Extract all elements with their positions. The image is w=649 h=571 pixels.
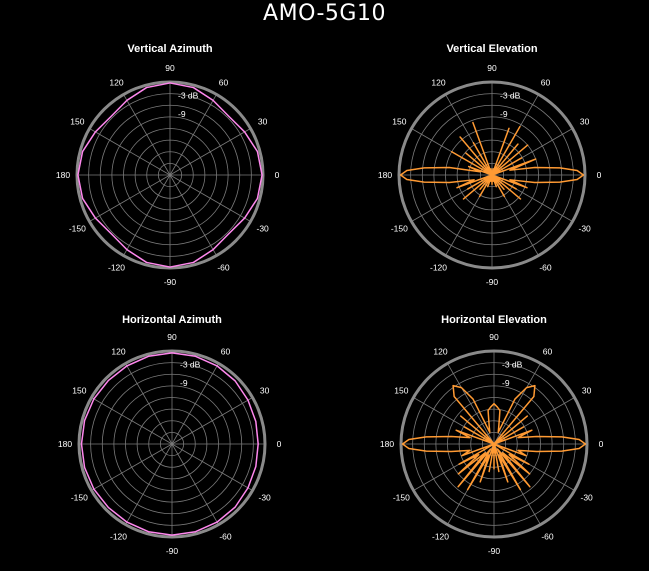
page-title: AMO-5G10 xyxy=(263,1,386,26)
angle-label: 60 xyxy=(221,346,231,356)
grid-spoke xyxy=(447,363,495,445)
db-label: -9 xyxy=(500,109,508,119)
angle-label: 120 xyxy=(111,346,125,356)
chart-vertical-elevation: Vertical Elevation -3 dB -9 90 60 30 0 -30 -60 -9… xyxy=(378,43,602,287)
chart-title: Vertical Azimuth xyxy=(127,43,212,55)
grid-spoke xyxy=(169,174,251,222)
angle-label: 0 xyxy=(597,170,602,180)
angle-label: 60 xyxy=(219,77,229,87)
outer-ring xyxy=(75,80,265,270)
angle-label: 120 xyxy=(109,77,123,87)
chart-vertical-azimuth: Vertical Azimuth -3 dB -9 90 60 30 0 -30 -60 -90 -… xyxy=(56,43,280,287)
radiation-pattern-trace xyxy=(399,121,585,200)
angle-label: 30 xyxy=(580,117,590,127)
angle-label: 150 xyxy=(392,117,406,127)
db-label: -3 dB xyxy=(502,359,523,369)
db-label: -3 dB xyxy=(180,359,201,369)
db-label: -9 xyxy=(178,109,186,119)
grid-spoke xyxy=(91,443,173,491)
angle-label: -30 xyxy=(259,493,272,503)
grid-spoke xyxy=(125,363,173,445)
angle-label: -90 xyxy=(164,277,177,287)
angle-label: -30 xyxy=(257,224,270,234)
angle-label: 90 xyxy=(487,63,497,73)
angle-label: 0 xyxy=(277,439,282,449)
grid-spoke xyxy=(169,94,217,176)
db-label: -9 xyxy=(180,378,188,388)
grid-spoke xyxy=(125,443,173,525)
db-label: -3 dB xyxy=(178,90,199,100)
angle-label: 30 xyxy=(582,386,592,396)
grid-spoke xyxy=(169,174,217,256)
angle-label: -150 xyxy=(71,493,88,503)
angle-label: -60 xyxy=(219,532,232,542)
db-label: -3 dB xyxy=(500,90,521,100)
angle-label: 90 xyxy=(167,332,177,342)
grid-spoke xyxy=(123,94,171,176)
angle-label: 30 xyxy=(260,386,270,396)
angle-label: -120 xyxy=(430,263,447,273)
angle-label: 0 xyxy=(599,439,604,449)
chart-title: Horizontal Elevation xyxy=(441,314,547,326)
outer-ring xyxy=(397,80,587,270)
chart-horizontal-azimuth: Horizontal Azimuth -3 dB -9 90 60 30 0 -30 -60 -9… xyxy=(58,314,282,556)
angle-label: -150 xyxy=(391,224,408,234)
angle-label: 90 xyxy=(165,63,175,73)
angle-label: 120 xyxy=(431,77,445,87)
angle-label: -150 xyxy=(69,224,86,234)
outer-ring xyxy=(77,349,267,539)
angle-label: -30 xyxy=(581,493,594,503)
chart-title: Vertical Elevation xyxy=(446,43,537,55)
angle-label: -120 xyxy=(432,532,449,542)
angle-label: -30 xyxy=(579,224,592,234)
grid-spoke xyxy=(171,363,219,445)
db-label: -9 xyxy=(502,378,510,388)
angle-label: -120 xyxy=(108,263,125,273)
angle-label: 60 xyxy=(543,346,553,356)
angle-label: 150 xyxy=(70,117,84,127)
angle-label: -90 xyxy=(166,546,179,556)
outer-ring xyxy=(399,349,589,539)
angle-label: 150 xyxy=(394,386,408,396)
angle-label: 180 xyxy=(378,170,392,180)
angle-label: 90 xyxy=(489,332,499,342)
grid-spoke xyxy=(89,174,171,222)
angle-label: 180 xyxy=(58,439,72,449)
angle-label: 120 xyxy=(433,346,447,356)
grid-spoke xyxy=(169,128,251,176)
angle-label: 0 xyxy=(275,170,280,180)
grid-spoke xyxy=(493,363,541,445)
angle-label: 150 xyxy=(72,386,86,396)
angle-label: 180 xyxy=(56,170,70,180)
grid-spoke xyxy=(89,128,171,176)
angle-label: -90 xyxy=(486,277,499,287)
grid-spoke xyxy=(171,443,219,525)
angle-label: -150 xyxy=(393,493,410,503)
grid-spoke xyxy=(171,443,253,491)
angle-label: 180 xyxy=(380,439,394,449)
grid-spoke xyxy=(123,174,171,256)
chart-horizontal-elevation: Horizontal Elevation -3 dB -9 90 60 30 0 -30 -60… xyxy=(380,314,604,556)
angle-label: 30 xyxy=(258,117,268,127)
angle-label: 60 xyxy=(541,77,551,87)
angle-label: -60 xyxy=(541,532,554,542)
angle-label: -60 xyxy=(217,263,230,273)
angle-label: -60 xyxy=(539,263,552,273)
grid-spoke xyxy=(91,397,173,445)
grid-spoke xyxy=(171,397,253,445)
radiation-pattern-trace xyxy=(80,352,259,536)
angle-label: -120 xyxy=(110,532,127,542)
angle-label: -90 xyxy=(488,546,501,556)
radiation-pattern-trace xyxy=(77,82,263,268)
radiation-pattern-trace xyxy=(401,384,587,491)
chart-title: Horizontal Azimuth xyxy=(122,314,222,326)
